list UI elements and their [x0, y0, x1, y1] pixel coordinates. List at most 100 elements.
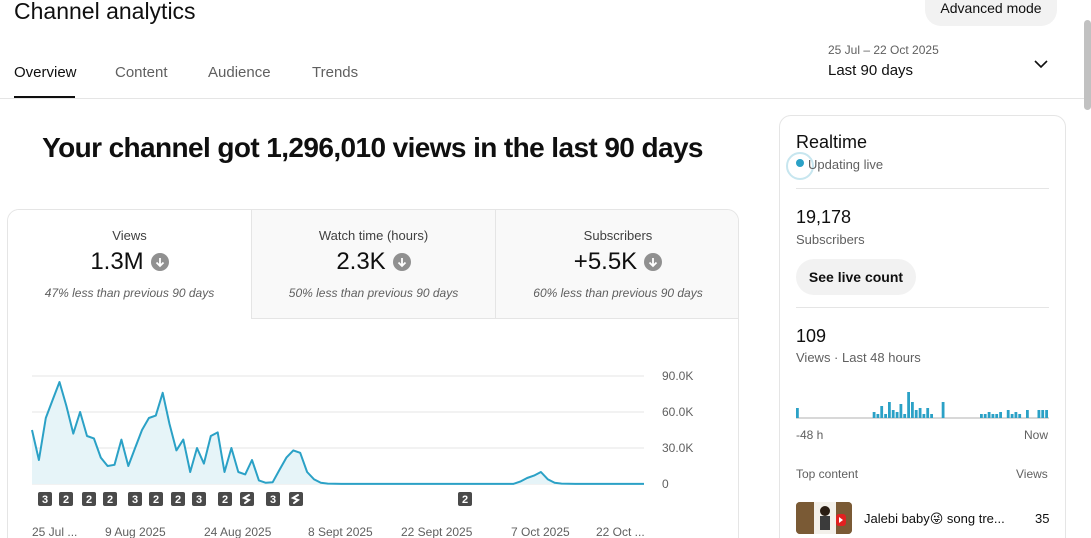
upload-count-badge [59, 492, 73, 506]
badge-count: 2 [222, 494, 228, 506]
badge-count: 3 [196, 494, 202, 506]
mini-bar [1037, 410, 1041, 418]
shorts-glyph [241, 494, 252, 504]
mini-bar [995, 414, 999, 418]
upload-count-badge [38, 492, 52, 506]
mini-bar [991, 414, 995, 418]
x-tick-label: 22 Sept 2025 [401, 525, 473, 538]
period-label: Last 90 days [828, 62, 914, 79]
badge-count: 2 [175, 494, 181, 506]
y-tick-label: 0 [662, 477, 669, 491]
badge-count: 3 [270, 494, 276, 506]
active-tab-indicator [14, 96, 75, 98]
metric-value-row: +5.5K [496, 248, 738, 276]
x-tick-label: 24 Aug 2025 [204, 525, 272, 538]
shorts-glyph [290, 494, 301, 504]
realtime-views-label: Views · Last 48 hours [796, 350, 921, 365]
top-content-views: 35 [1035, 511, 1050, 526]
chevron-down-icon[interactable] [1032, 55, 1050, 73]
arrow-down-icon [392, 253, 411, 271]
tab-overview[interactable]: Overview [14, 64, 77, 81]
advanced-mode-button[interactable]: Advanced mode [925, 0, 1057, 26]
metric-value: +5.5K [573, 248, 638, 275]
x-tick-label: 7 Oct 2025 [511, 525, 570, 538]
badge-count: 2 [86, 494, 92, 506]
top-content-label: Top content [796, 467, 859, 481]
metric-value-row: 2.3K [252, 248, 495, 276]
realtime-bar-chart[interactable] [796, 386, 1049, 419]
mini-bar [926, 408, 930, 418]
views-line-chart[interactable]: 90.0K 60.0K 30.0K 0 3 2 2 2 3 2 2 3 2 3 2 25 Jul ... 9 A… [8, 210, 739, 538]
mini-bar [891, 410, 895, 418]
x-tick-label: 8 Sept 2025 [308, 525, 373, 538]
badge-count: 2 [153, 494, 159, 506]
upload-count-badge [149, 492, 163, 506]
mini-bar [884, 414, 887, 418]
badge-count: 2 [107, 494, 113, 506]
mini-bar [872, 412, 876, 418]
tab-content[interactable]: Content [115, 64, 168, 81]
mini-bar [876, 414, 880, 418]
mini-bar [922, 414, 926, 418]
arrow-down-icon [150, 253, 169, 271]
mini-bar [1006, 410, 1010, 418]
upload-count-badge [192, 492, 206, 506]
tab-trends[interactable]: Trends [312, 64, 359, 81]
upload-count-badge [128, 492, 142, 506]
metric-value-row: 1.3M [8, 248, 251, 276]
upload-count-badge [266, 492, 280, 506]
see-live-count-button[interactable]: See live count [796, 259, 916, 295]
x-tick-label: 9 Aug 2025 [105, 525, 166, 538]
mini-axis-start: -48 h [796, 428, 824, 442]
mini-bar [888, 402, 891, 418]
subscriber-label: Subscribers [796, 232, 865, 247]
mini-bar [903, 414, 907, 418]
header-divider [0, 98, 1084, 99]
mini-bar [1014, 412, 1018, 418]
tab-audience[interactable]: Audience [208, 64, 271, 81]
top-content-title: Jalebi baby😜 song tre... [864, 511, 1005, 526]
realtime-title: Realtime [796, 132, 868, 152]
mini-bar [796, 408, 799, 418]
badge-count: 2 [462, 494, 468, 506]
badge-count: 2 [63, 494, 69, 506]
mini-bar [999, 412, 1002, 418]
badge-count: 3 [42, 494, 48, 506]
live-dot-icon [796, 159, 804, 167]
x-tick-label: 25 Jul ... [32, 525, 77, 538]
upload-count-badge [103, 492, 117, 506]
mini-bar [930, 414, 933, 418]
mini-bar [880, 406, 884, 418]
video-thumbnail[interactable] [796, 502, 852, 534]
realtime-status: Updating live [808, 157, 884, 172]
live-pulse-ring [786, 152, 814, 180]
realtime-card: Realtime Updating live 19,178 Subscriber… [779, 115, 1066, 538]
metric-tab-subscribers[interactable]: Subscribers +5.5K 60% less than previous… [496, 210, 738, 319]
upload-count-badge [458, 492, 472, 506]
views-headline: Your channel got 1,296,010 views in the … [42, 132, 703, 163]
metric-label: Watch time (hours) [318, 228, 429, 243]
metric-tab-views[interactable]: Views 1.3M 47% less than previous 90 day… [8, 210, 251, 319]
metric-value: 1.3M [90, 248, 144, 275]
divider [796, 307, 1049, 308]
date-range-text: 25 Jul – 22 Oct 2025 [828, 43, 939, 57]
page-title: Channel analytics [14, 0, 196, 24]
views-column-label: Views [1016, 467, 1048, 481]
scrollbar[interactable] [1084, 20, 1091, 110]
y-tick-label: 90.0K [662, 369, 693, 383]
mini-bar [987, 412, 991, 418]
metric-label: Views [112, 228, 147, 243]
mini-bar [918, 408, 922, 418]
y-tick-label: 30.0K [662, 441, 693, 455]
mini-axis-end: Now [1024, 428, 1049, 442]
realtime-views-count: 109 [796, 326, 827, 346]
metric-tab-watch-time[interactable]: Watch time (hours) 2.3K 50% less than pr… [252, 210, 495, 319]
y-tick-label: 60.0K [662, 405, 693, 419]
x-tick-label: 22 Oct ... [596, 525, 645, 538]
mini-bar [983, 414, 987, 418]
mini-bar [941, 402, 945, 418]
subscriber-count: 19,178 [796, 207, 852, 227]
metric-comparison: 60% less than previous 90 days [533, 286, 703, 300]
mini-bar [1041, 410, 1045, 418]
